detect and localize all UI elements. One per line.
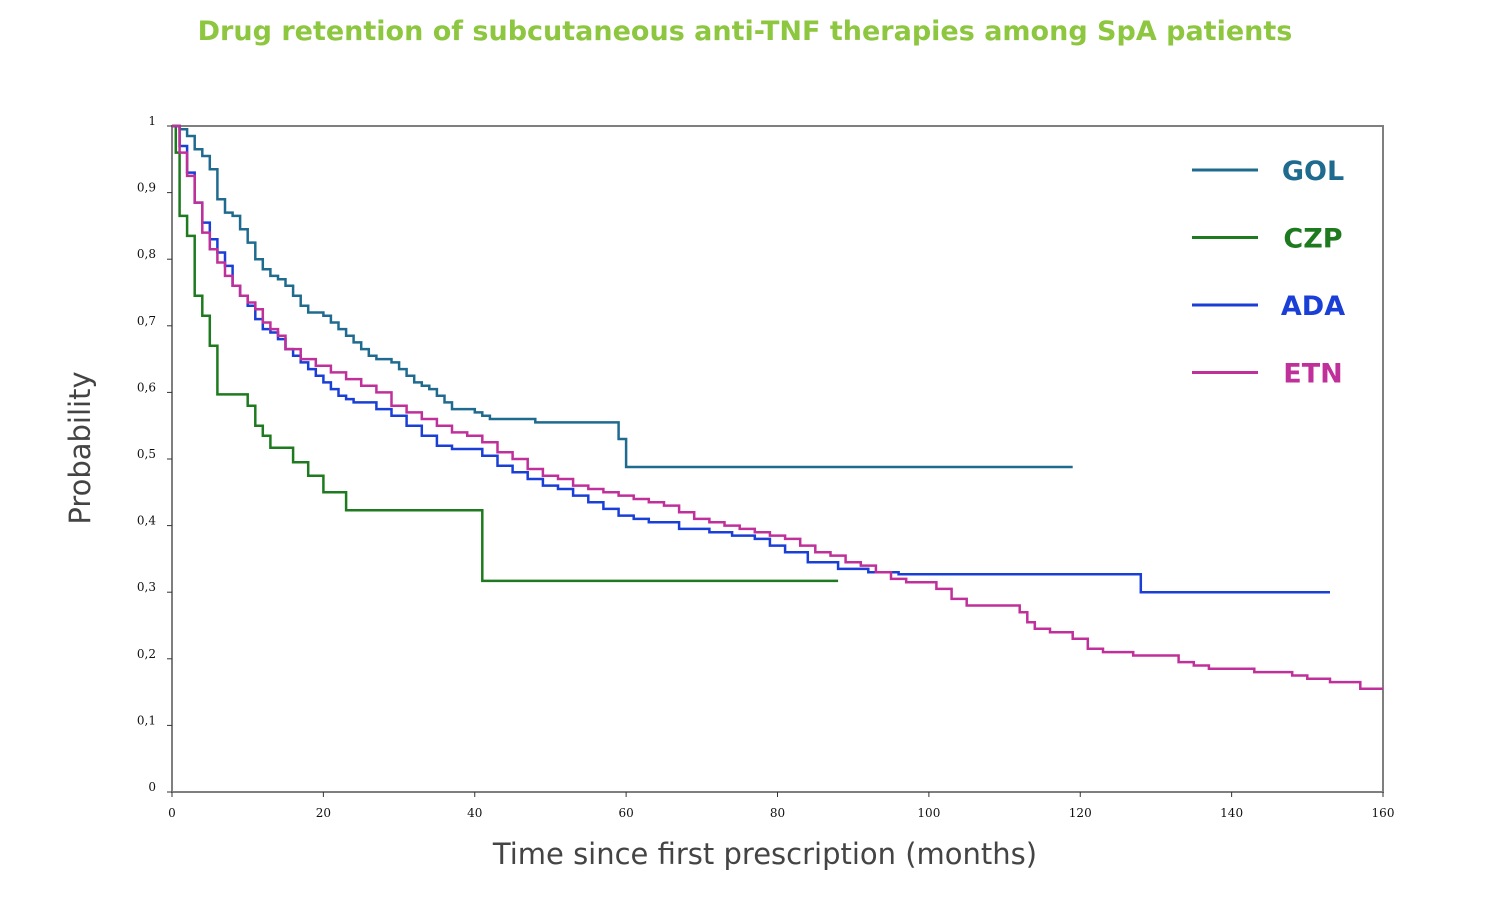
x-tick-label: 60 [618,806,633,820]
legend-label-gol: GOL [1282,156,1344,187]
tick-layer: 0 0,1 0,2 0,3 0,4 0,5 0,6 0,7 0,8 0,9 1 0 20 40 60 80 10… [137,114,1395,820]
y-tick-label: 0,4 [137,514,156,528]
legend-label-czp: CZP [1283,224,1342,255]
series-line-etn [172,124,1383,691]
y-tick-label: 0,5 [137,447,156,461]
series-line-ada [172,124,1330,594]
x-tick-label: 80 [770,806,785,820]
y-tick-label: 0 [148,780,156,794]
series-line-czp [172,124,839,583]
x-tick-label: 140 [1220,806,1243,820]
y-tick-label: 0,8 [137,247,156,261]
y-tick-label: 0,9 [137,181,156,195]
series-line-gol [172,124,1073,469]
series-layer [172,124,1383,691]
x-tick-label: 120 [1069,806,1092,820]
x-tick-label: 0 [168,806,176,820]
y-tick-label: 0,6 [137,380,156,394]
y-tick-label: 0,2 [137,647,156,661]
x-tick-label: 20 [316,806,331,820]
y-axis-label: Probability [63,371,97,524]
x-tick-label: 100 [917,806,940,820]
x-tick-label: 160 [1372,806,1395,820]
y-tick-label: 1 [148,114,156,128]
plot-frame [171,125,1384,793]
x-axis-label: Time since first prescription (months) [492,837,1037,871]
legend-label-etn: ETN [1283,359,1342,390]
y-tick-label: 0,3 [137,580,156,594]
y-tick-label: 0,1 [137,713,156,727]
legend: GOL CZP ADA ETN [1192,156,1345,390]
x-tick-label: 40 [467,806,482,820]
y-tick-label: 0,7 [137,314,156,328]
legend-label-ada: ADA [1281,291,1345,322]
chart-title: Drug retention of subcutaneous anti-TNF … [197,16,1293,47]
